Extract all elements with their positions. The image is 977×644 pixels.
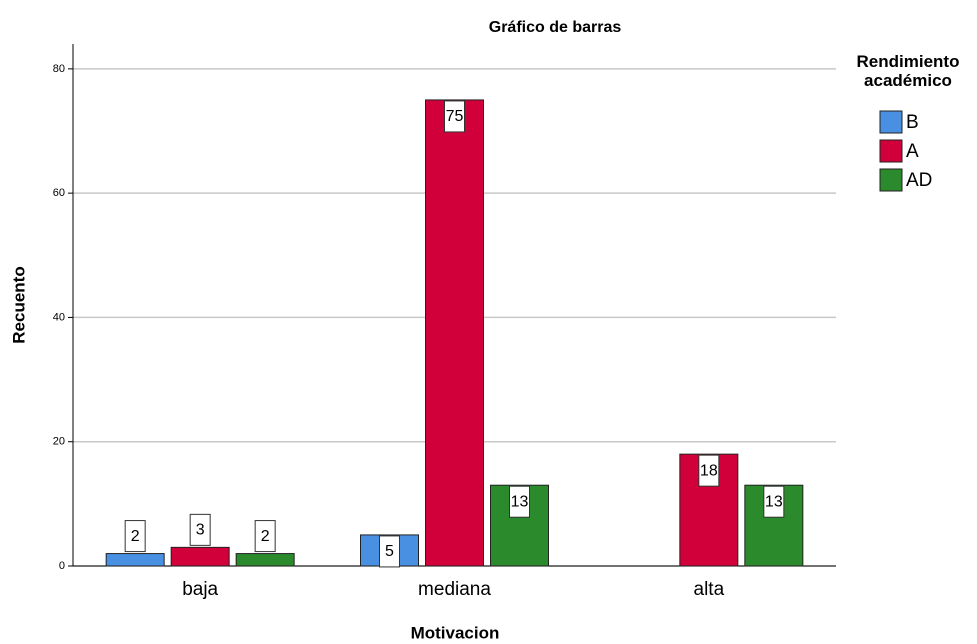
value-label-box (509, 485, 530, 518)
y-tick-label: 60 (53, 187, 65, 199)
value-label: 5 (385, 543, 394, 560)
value-label-box (698, 454, 720, 487)
y-tick-label: 0 (59, 560, 65, 572)
value-label: 75 (446, 108, 464, 125)
y-tick-label: 40 (53, 311, 65, 323)
bar (425, 99, 484, 567)
value-label-box (763, 485, 785, 518)
value-label-box (444, 100, 465, 133)
value-label: 2 (261, 528, 270, 545)
legend-label: A (906, 141, 919, 162)
value-label-box (254, 520, 276, 553)
legend-swatch (879, 110, 903, 134)
x-tick-label: mediana (418, 579, 491, 600)
x-tick-label: baja (182, 579, 218, 600)
value-label: 2 (131, 528, 140, 545)
legend-label: B (906, 112, 919, 133)
bar (105, 553, 165, 567)
legend-label: AD (906, 170, 932, 191)
y-axis-title: Recuento (9, 266, 28, 343)
value-label-box (124, 520, 146, 553)
value-label: 13 (511, 493, 529, 510)
bar (235, 553, 295, 567)
bar (170, 546, 230, 567)
x-tick-label: alta (694, 579, 725, 600)
legend-swatch (879, 168, 903, 192)
value-label: 13 (765, 493, 783, 510)
x-axis-title: Motivacion (411, 623, 500, 642)
legend-swatch (879, 139, 903, 163)
legend-title: Rendimiento académico (856, 52, 960, 90)
bar (490, 484, 549, 567)
value-label: 3 (196, 522, 205, 539)
value-label-box (189, 513, 211, 546)
chart-title: Gráfico de barras (489, 19, 622, 36)
value-label-box (379, 535, 400, 568)
value-label: 18 (700, 462, 718, 479)
y-tick-label: 80 (53, 63, 65, 75)
y-tick-label: 20 (53, 436, 65, 448)
